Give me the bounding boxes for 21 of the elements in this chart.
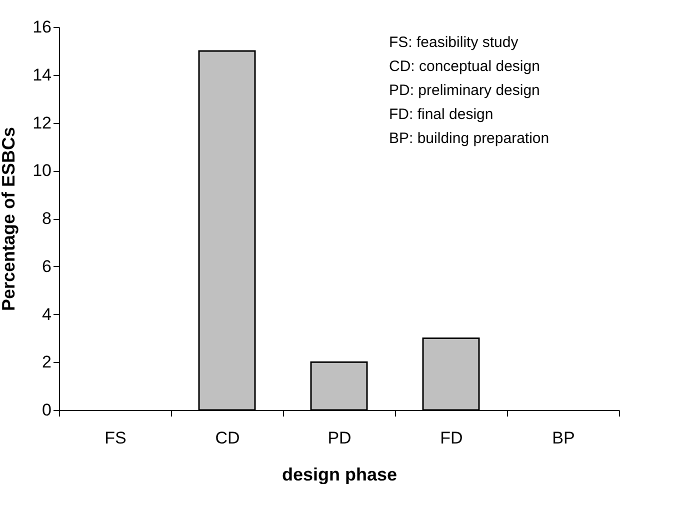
y-tick-label: 0 (42, 400, 52, 420)
y-tick-label: 10 (32, 161, 52, 180)
x-tick-label: FS (104, 428, 126, 448)
y-tick-label: 4 (42, 304, 52, 324)
y-tick-label: 12 (32, 113, 52, 132)
annotation: BP: building preparation (389, 130, 550, 147)
x-tick-label: FD (440, 428, 463, 448)
annotation: PD: preliminary design (389, 82, 540, 99)
y-tick-label: 16 (32, 18, 52, 36)
annotation: FS: feasibility study (389, 34, 519, 51)
y-tick-label: 2 (42, 352, 52, 372)
x-tick-label: PD (328, 428, 352, 448)
x-tick-label: BP (552, 428, 575, 448)
annotation: CD: conceptual design (389, 58, 540, 75)
y-tick-label: 8 (42, 209, 52, 228)
x-tick-label: CD (215, 428, 240, 448)
y-tick-label: 6 (42, 256, 52, 276)
y-tick-label: 14 (32, 65, 52, 84)
y-axis-title: Percentage of ESBCs (0, 126, 19, 312)
annotation: FD: final design (389, 106, 494, 123)
x-axis-title: design phase (282, 464, 398, 484)
